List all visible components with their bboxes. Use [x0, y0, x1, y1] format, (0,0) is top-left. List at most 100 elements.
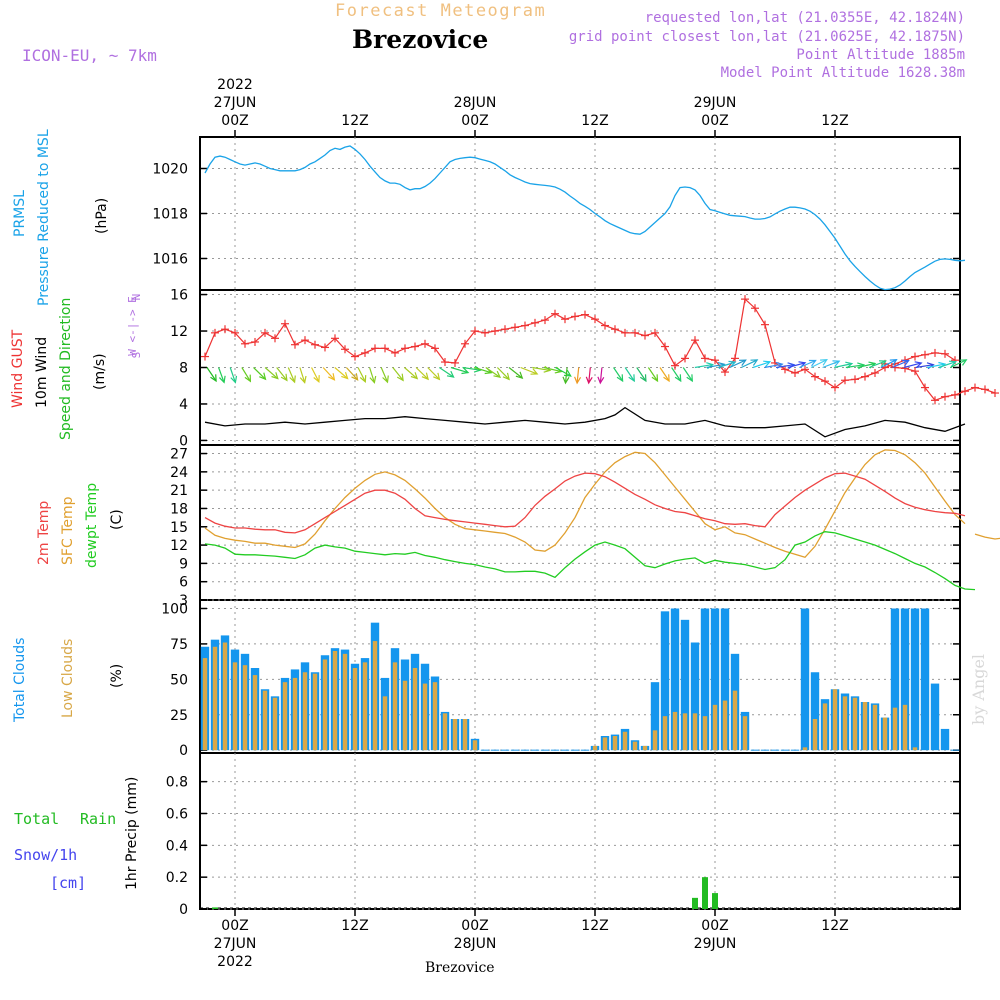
top-time-label: 28JUN	[454, 95, 497, 111]
wind-arrow	[799, 359, 816, 369]
y-tick-label: 15	[170, 520, 188, 536]
bottom-time-label: 12Z	[341, 918, 368, 934]
total-cloud-bar	[890, 608, 900, 751]
meteogram-title: Forecast Meteogram	[335, 1, 546, 21]
wind-arrow-head	[280, 373, 288, 382]
wind-arrow	[555, 366, 572, 377]
low-cloud-bar	[912, 747, 918, 751]
wind-arrow-head	[728, 360, 737, 368]
precip-rain-label: Rain	[80, 810, 116, 828]
wind-arrow	[787, 362, 806, 369]
low-cloud-bar	[212, 646, 218, 751]
snow-unit-label: [cm]	[50, 874, 86, 892]
top-time-label: 12Z	[581, 113, 608, 129]
wind-arrow	[322, 367, 335, 381]
model-name: ICON-EU, ~ 7km	[22, 46, 157, 65]
y-tick-label: 0.8	[166, 775, 188, 791]
low-cloud-bar	[272, 697, 278, 751]
low-cloud-bar	[452, 719, 458, 751]
low-cloud-bar	[892, 707, 898, 751]
wind-arrow	[706, 363, 725, 369]
low-cloud-bar	[602, 737, 608, 751]
top-time-label: 2022	[217, 77, 253, 93]
top-time-label: 12Z	[821, 113, 848, 129]
wind-arrow	[427, 367, 440, 380]
y-tick-label: 1018	[152, 207, 188, 223]
total-cloud-bar	[690, 642, 700, 751]
wind-arrow	[276, 367, 288, 381]
wind-arrow	[345, 367, 359, 381]
wind-arrow-head	[369, 375, 377, 384]
y-tick-label: 9	[179, 556, 188, 572]
pressure-label-1: PRMSL	[12, 190, 28, 237]
wind-arrow-head	[738, 359, 747, 366]
wind-arrow-head	[313, 375, 320, 384]
grid-point-coords: grid point closest lon,lat (21.0625E, 42…	[569, 29, 965, 45]
rain-bar	[212, 907, 218, 909]
wind-arrow	[543, 366, 562, 373]
total-cloud-bar	[720, 608, 730, 751]
wind-arrow-head	[585, 376, 593, 385]
wind-arrow	[334, 367, 349, 379]
bottom-time-label: 00Z	[701, 918, 728, 934]
rain-bar	[692, 897, 698, 909]
low-cloud-bar	[362, 662, 368, 751]
y-tick-label: 25	[170, 708, 188, 724]
wind-arrow	[532, 366, 551, 372]
wind-arrow-head	[808, 359, 817, 367]
wind-arrow-head	[289, 375, 296, 384]
low-cloud-bar	[662, 716, 668, 751]
total-cloud-bar	[650, 682, 660, 751]
wind-arrow	[938, 361, 956, 369]
wind-arrow-head	[562, 376, 570, 385]
y-tick-label: 24	[170, 465, 188, 481]
wind-arrow-head	[530, 368, 539, 375]
low-cloud-bar	[742, 716, 748, 751]
wind-arrow	[404, 367, 418, 380]
wind-arrow	[218, 367, 225, 383]
wind-arrow-head	[421, 372, 429, 381]
wind-speed-line	[204, 406, 966, 438]
wind-arrow-head	[639, 374, 647, 383]
wind-arrow	[822, 360, 840, 369]
sfc-label: SFC Temp	[60, 496, 76, 565]
wind-arrow	[299, 367, 306, 383]
wind-arrow	[682, 367, 693, 382]
wind-arrow	[380, 367, 389, 383]
low-cloud-bar	[422, 683, 428, 751]
wind-arrow-head	[763, 360, 772, 368]
temp2m-label: 2m Temp	[36, 501, 52, 565]
wind-arrow-head	[244, 374, 252, 383]
low-cloud-bar	[882, 717, 888, 751]
total-cloud-bar	[810, 672, 820, 751]
low-cloud-bar	[402, 680, 408, 751]
wind-arrow	[776, 364, 795, 369]
low-cloud-bar	[432, 682, 438, 751]
low-cloud-bar	[632, 741, 638, 751]
wind-arrow-head	[299, 375, 307, 384]
wind-arrow	[508, 367, 523, 379]
y-tick-label: 0.2	[166, 870, 188, 886]
wind-arrow	[892, 360, 909, 369]
gust-line	[204, 297, 956, 389]
wind-arrow-head	[396, 373, 404, 382]
low-cloud-bar	[822, 703, 828, 751]
temp-unit: (C)	[109, 509, 125, 530]
low-cloud-bar	[652, 730, 658, 751]
wind-arrow	[613, 367, 624, 382]
wind-arrow-head	[878, 360, 887, 367]
low-cloud-bar	[812, 719, 818, 751]
y-tick-label: 6	[179, 575, 188, 591]
low-cloud-bar	[322, 659, 328, 751]
y-tick-label: 100	[161, 602, 188, 618]
top-time-label: 00Z	[701, 113, 728, 129]
dewpt-line	[204, 531, 976, 591]
wind-arrow	[868, 360, 886, 369]
wind-arrow	[311, 367, 320, 383]
total-cloud-bar	[670, 608, 680, 751]
low-cloud-bar	[702, 716, 708, 751]
bottom-time-label: 28JUN	[454, 936, 497, 952]
low-cloud-bar	[262, 690, 268, 751]
total-cloud-bar	[660, 611, 670, 751]
wind-arrow-head	[832, 360, 841, 367]
